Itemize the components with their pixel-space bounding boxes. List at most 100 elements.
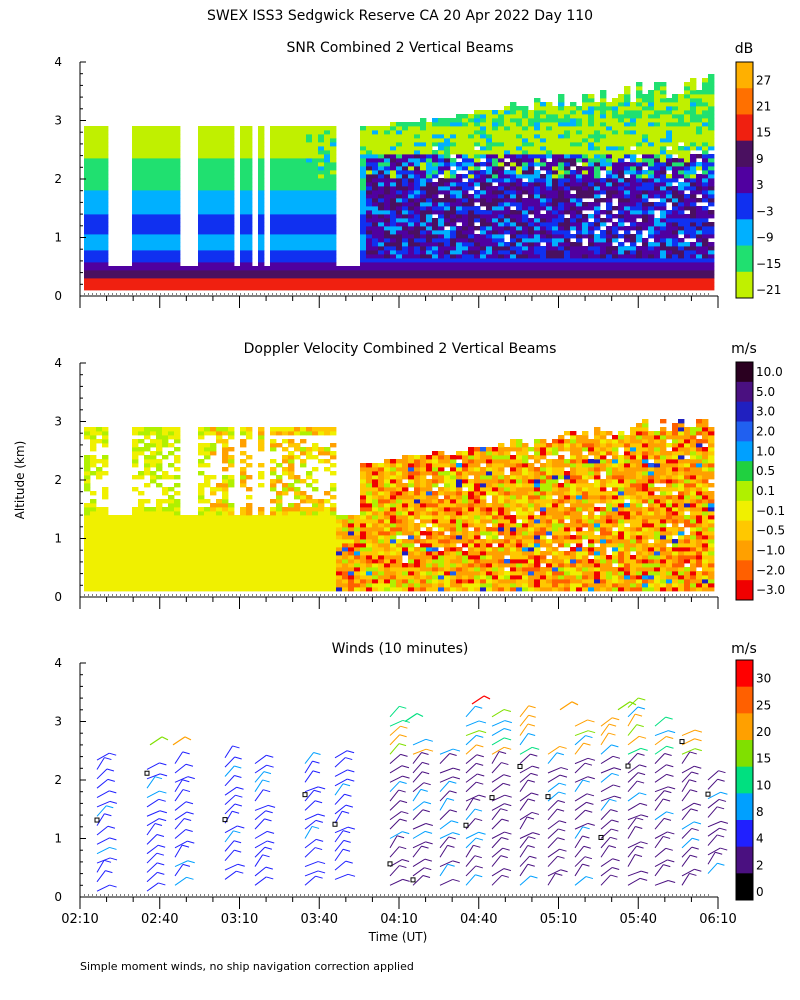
snr-cell bbox=[576, 130, 583, 135]
snr-cell bbox=[468, 122, 475, 127]
snr-cell bbox=[456, 270, 463, 275]
snr-cell bbox=[504, 150, 511, 155]
snr-cell bbox=[702, 250, 709, 255]
doppler-cell bbox=[120, 523, 127, 528]
doppler-cell bbox=[150, 583, 157, 588]
snr-cell bbox=[330, 226, 337, 231]
snr-cell bbox=[216, 274, 223, 279]
snr-cell bbox=[504, 198, 511, 203]
snr-cell bbox=[426, 122, 433, 127]
snr-cell bbox=[552, 218, 559, 223]
doppler-cell bbox=[102, 587, 109, 592]
snr-cell bbox=[540, 206, 547, 211]
snr-cell bbox=[318, 182, 325, 187]
snr-cell bbox=[384, 246, 391, 251]
snr-cell bbox=[684, 102, 691, 107]
snr-cell bbox=[174, 170, 181, 175]
snr-cell bbox=[552, 178, 559, 183]
snr-cell bbox=[468, 198, 475, 203]
doppler-cell bbox=[222, 535, 229, 540]
snr-cell bbox=[276, 242, 283, 247]
snr-cell bbox=[276, 234, 283, 239]
snr-cell bbox=[438, 130, 445, 135]
snr-cell bbox=[642, 150, 649, 155]
snr-cell bbox=[276, 126, 283, 131]
doppler-cell bbox=[162, 499, 169, 504]
snr-cell bbox=[582, 218, 589, 223]
snr-cell bbox=[174, 158, 181, 163]
snr-cell bbox=[384, 142, 391, 147]
snr-cell bbox=[678, 274, 685, 279]
snr-cell bbox=[312, 286, 319, 291]
snr-cell bbox=[372, 166, 379, 171]
snr-cell bbox=[216, 278, 223, 283]
snr-cell bbox=[306, 206, 313, 211]
doppler-cell bbox=[156, 443, 163, 448]
snr-cell bbox=[504, 274, 511, 279]
snr-cell bbox=[516, 234, 523, 239]
snr-cell bbox=[282, 202, 289, 207]
snr-cell bbox=[558, 282, 565, 287]
snr-cell bbox=[648, 278, 655, 283]
snr-cell bbox=[582, 178, 589, 183]
snr-cell bbox=[444, 218, 451, 223]
snr-cell bbox=[630, 154, 637, 159]
doppler-cell bbox=[246, 539, 253, 544]
doppler-cell bbox=[108, 575, 115, 580]
snr-cell bbox=[90, 222, 97, 227]
snr-cell bbox=[258, 218, 265, 223]
snr-cell bbox=[498, 142, 505, 147]
snr-cell bbox=[378, 182, 385, 187]
snr-cell bbox=[564, 110, 571, 115]
snr-cell bbox=[420, 186, 427, 191]
doppler-cell bbox=[216, 543, 223, 548]
snr-cell bbox=[366, 170, 373, 175]
snr-cell bbox=[672, 134, 679, 139]
snr-cell bbox=[702, 222, 709, 227]
snr-cell bbox=[282, 270, 289, 275]
snr-cell bbox=[630, 218, 637, 223]
doppler-cell bbox=[222, 575, 229, 580]
snr-cell bbox=[90, 246, 97, 251]
snr-cell bbox=[102, 134, 109, 139]
snr-cell bbox=[480, 210, 487, 215]
snr-cell bbox=[480, 110, 487, 115]
snr-cell bbox=[492, 282, 499, 287]
doppler-cell bbox=[156, 511, 163, 516]
snr-cell bbox=[174, 262, 181, 267]
snr-cell bbox=[570, 210, 577, 215]
snr-cell bbox=[504, 214, 511, 219]
snr-cell bbox=[144, 262, 151, 267]
snr-cell bbox=[162, 222, 169, 227]
snr-cell bbox=[156, 202, 163, 207]
snr-cell bbox=[606, 218, 613, 223]
snr-cell bbox=[612, 222, 619, 227]
snr-cell bbox=[318, 142, 325, 147]
snr-cell bbox=[174, 130, 181, 135]
snr-cell bbox=[444, 194, 451, 199]
snr-cell bbox=[654, 206, 661, 211]
snr-cell bbox=[618, 130, 625, 135]
snr-cell bbox=[582, 214, 589, 219]
snr-cell bbox=[546, 286, 553, 291]
snr-cell bbox=[696, 234, 703, 239]
snr-cell bbox=[198, 246, 205, 251]
snr-cell bbox=[396, 270, 403, 275]
snr-cell bbox=[174, 194, 181, 199]
snr-cell bbox=[396, 238, 403, 243]
snr-cell bbox=[492, 230, 499, 235]
snr-cell bbox=[96, 142, 103, 147]
snr-cell bbox=[276, 154, 283, 159]
snr-cell bbox=[612, 258, 619, 263]
snr-cell bbox=[660, 274, 667, 279]
snr-cell bbox=[570, 250, 577, 255]
snr-cell bbox=[474, 266, 481, 271]
snr-cell bbox=[216, 130, 223, 135]
doppler-cell bbox=[138, 451, 145, 456]
snr-cell bbox=[240, 242, 247, 247]
snr-cell bbox=[588, 270, 595, 275]
doppler-cell bbox=[240, 583, 247, 588]
snr-cell bbox=[558, 202, 565, 207]
snr-cell bbox=[288, 218, 295, 223]
doppler-cell bbox=[228, 483, 235, 488]
